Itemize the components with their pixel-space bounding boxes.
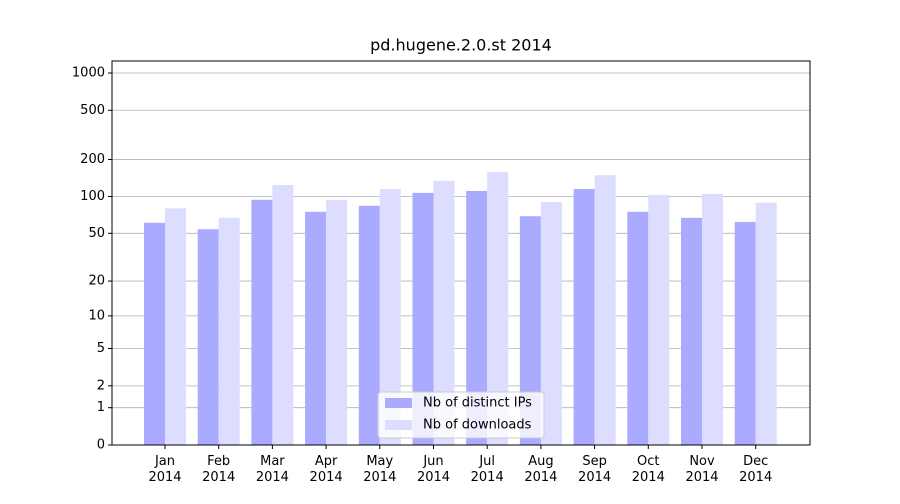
y-tick-label: 1000 xyxy=(72,66,105,81)
legend-label: Nb of distinct IPs xyxy=(423,396,532,411)
bar xyxy=(218,217,240,445)
x-tick-label: Jul 2014 xyxy=(471,454,504,485)
x-tick-label: Nov 2014 xyxy=(685,454,718,485)
legend-label: Nb of downloads xyxy=(423,418,532,433)
x-tick-label: May 2014 xyxy=(363,454,396,485)
axes-frame xyxy=(111,60,811,446)
x-tick-label: Jan 2014 xyxy=(148,454,181,485)
y-tick-label: 20 xyxy=(88,274,105,289)
y-tick-label: 500 xyxy=(80,103,105,118)
bar xyxy=(734,221,756,445)
bar xyxy=(165,208,186,445)
bar xyxy=(326,199,348,445)
legend-box xyxy=(377,391,545,439)
x-tick-label: Aug 2014 xyxy=(524,454,557,485)
bar xyxy=(272,185,294,445)
bar xyxy=(305,211,327,445)
bar xyxy=(358,205,380,445)
x-tick-label: Sep 2014 xyxy=(578,454,611,485)
bar xyxy=(627,211,649,445)
chart-title: pd.hugene.2.0.st 2014 xyxy=(370,36,552,55)
bar xyxy=(412,192,434,445)
bar xyxy=(519,216,541,445)
x-tick-label: Feb 2014 xyxy=(202,454,235,485)
bar xyxy=(681,217,702,445)
bar xyxy=(251,199,273,445)
bar xyxy=(702,193,723,445)
bar xyxy=(573,189,595,445)
x-tick-label: Mar 2014 xyxy=(256,454,289,485)
x-tick-label: Jun 2014 xyxy=(417,454,450,485)
legend-swatch xyxy=(385,398,412,408)
x-tick-label: Dec 2014 xyxy=(739,454,772,485)
bar xyxy=(379,189,401,445)
y-tick-label: 50 xyxy=(88,226,105,241)
y-tick-label: 200 xyxy=(80,152,105,167)
bar xyxy=(540,202,562,445)
y-tick-label: 2 xyxy=(97,378,105,393)
y-tick-label: 10 xyxy=(88,308,105,323)
x-tick-label: Apr 2014 xyxy=(310,454,343,485)
bar xyxy=(487,172,509,445)
bar xyxy=(594,175,616,445)
y-tick-label: 0 xyxy=(97,438,105,453)
bar xyxy=(648,194,670,445)
bar xyxy=(466,190,488,445)
y-tick-label: 1 xyxy=(97,400,105,415)
y-tick-label: 100 xyxy=(80,189,105,204)
legend-swatch xyxy=(385,420,412,430)
y-tick-label: 5 xyxy=(97,341,105,356)
bar xyxy=(197,229,219,445)
bar xyxy=(144,222,165,445)
bar xyxy=(755,202,777,445)
bar xyxy=(433,180,455,445)
x-tick-label: Oct 2014 xyxy=(632,454,665,485)
